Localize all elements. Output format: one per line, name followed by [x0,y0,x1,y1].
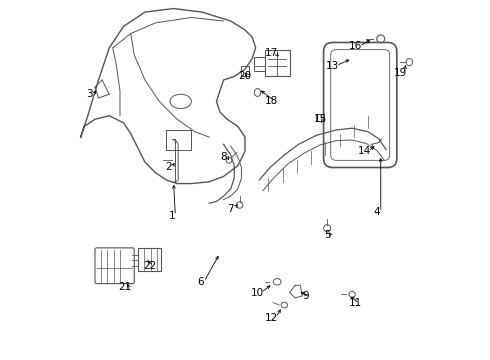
Text: 1: 1 [169,211,175,221]
Bar [242,66,249,76]
Text: 21: 21 [119,282,132,292]
Text: 4: 4 [374,207,380,217]
Bar [265,50,290,76]
Text: 10: 10 [251,288,264,297]
Text: 8: 8 [220,152,227,162]
Text: 20: 20 [239,71,251,81]
Text: 11: 11 [349,298,363,308]
Bar [317,114,324,121]
Text: 3: 3 [86,89,93,99]
Text: 15: 15 [314,114,327,124]
Bar [138,248,161,271]
Text: 2: 2 [165,162,172,172]
Bar [254,57,265,71]
Text: 19: 19 [394,68,407,78]
Text: 12: 12 [265,312,278,323]
Text: 6: 6 [197,277,204,287]
Text: 16: 16 [349,41,363,51]
Text: 9: 9 [302,291,309,301]
Text: 18: 18 [265,96,278,107]
Text: 7: 7 [227,203,234,213]
Text: 17: 17 [265,48,278,58]
Text: 13: 13 [326,61,339,71]
Text: 14: 14 [358,147,371,157]
Text: 22: 22 [144,261,157,271]
Text: 5: 5 [324,230,330,240]
